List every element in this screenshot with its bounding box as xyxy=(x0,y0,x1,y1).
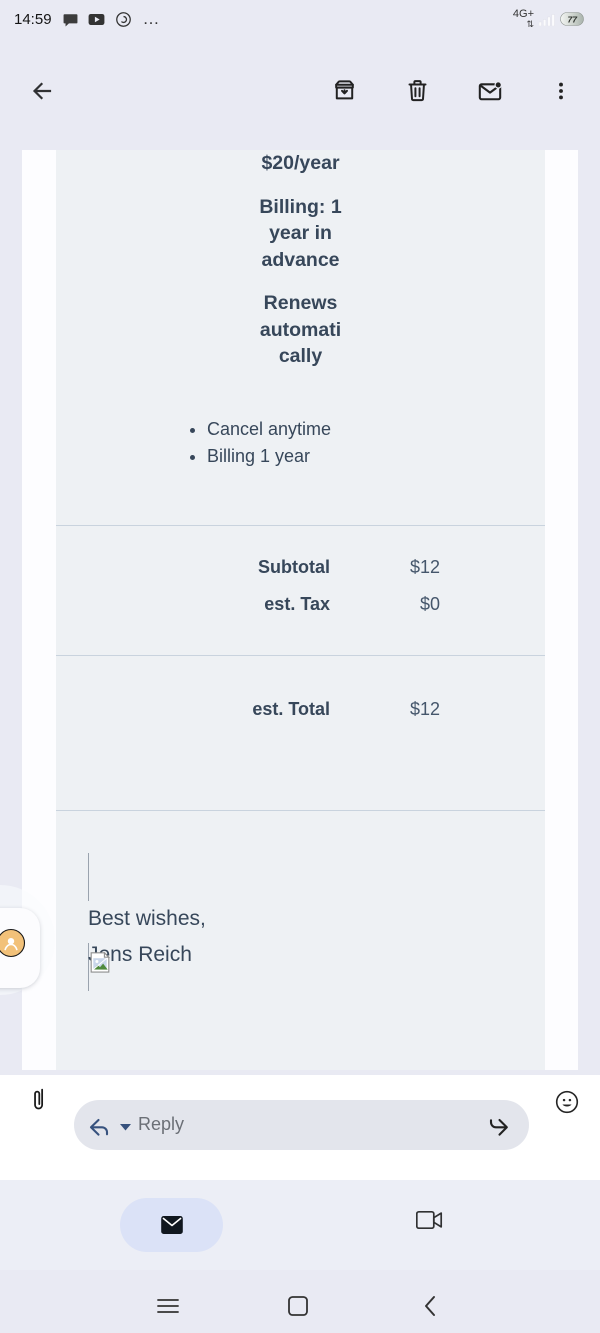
svg-text:77: 77 xyxy=(568,14,579,24)
